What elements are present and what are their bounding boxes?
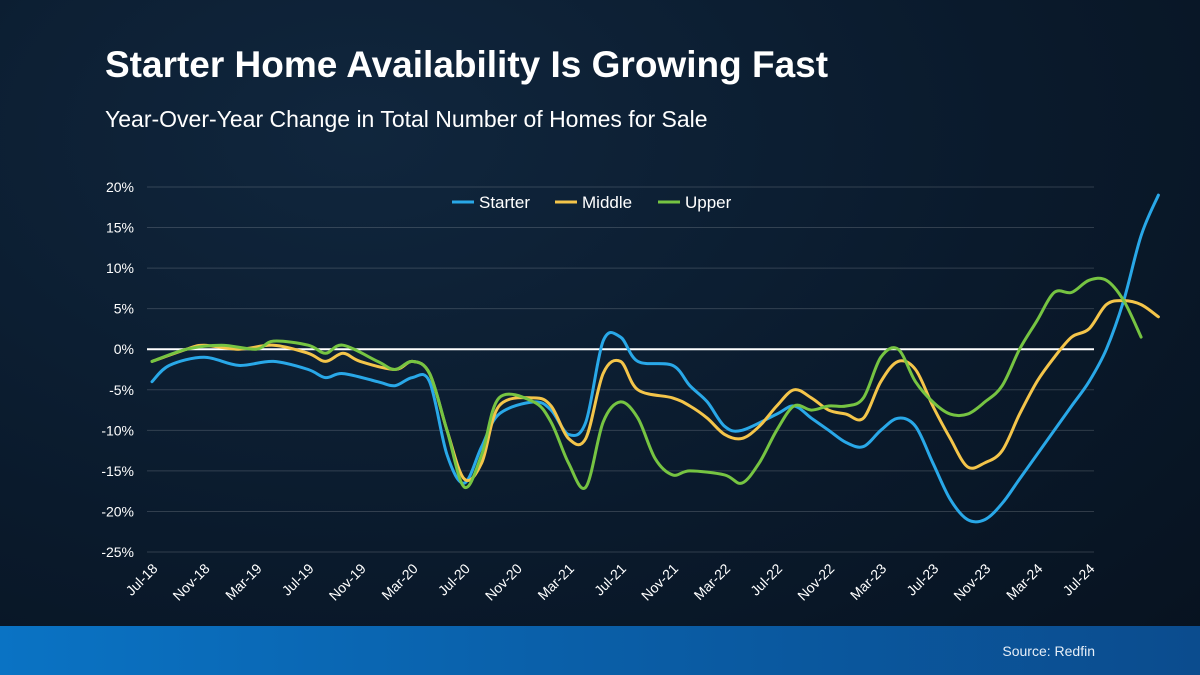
x-tick-label: Nov-23: [950, 560, 993, 603]
x-tick-label: Jul-20: [435, 560, 473, 598]
x-tick-label: Jul-18: [122, 560, 160, 598]
y-tick-label: 5%: [114, 301, 134, 317]
x-tick-label: Nov-18: [169, 560, 212, 603]
y-tick-label: -15%: [101, 463, 134, 479]
x-tick-label: Jul-21: [591, 560, 629, 598]
x-tick-label: Jul-22: [747, 560, 785, 598]
y-tick-label: -20%: [101, 503, 134, 519]
legend-label-starter: Starter: [479, 193, 530, 212]
x-tick-label: Mar-22: [691, 560, 734, 603]
y-tick-label: 10%: [106, 260, 134, 276]
x-tick-label: Mar-20: [378, 560, 421, 603]
x-tick-label: Mar-23: [847, 560, 890, 603]
x-tick-label: Mar-21: [534, 560, 577, 603]
x-tick-label: Mar-24: [1003, 560, 1046, 603]
y-tick-label: 15%: [106, 220, 134, 236]
x-tick-label: Mar-19: [222, 560, 265, 603]
line-chart: 20%15%10%5%0%-5%-10%-15%-20%-25%Jul-18 No…: [101, 179, 1160, 603]
chart-subtitle: Year-Over-Year Change in Total Number of…: [105, 106, 708, 132]
series-line-upper: [150, 276, 1143, 490]
y-tick-label: 0%: [114, 341, 134, 357]
x-tick-label: Nov-20: [482, 560, 525, 603]
y-tick-label: -25%: [101, 544, 134, 560]
x-tick-label: Jul-23: [903, 560, 941, 598]
legend-label-middle: Middle: [582, 193, 632, 212]
x-tick-label: Nov-22: [794, 560, 837, 603]
y-tick-label: 20%: [106, 179, 134, 195]
source-label: Source: Redfin: [1002, 643, 1095, 659]
y-tick-label: -10%: [101, 422, 134, 438]
footer-bar: Source: Redfin: [0, 626, 1200, 675]
x-tick-label: Jul-24: [1059, 560, 1097, 598]
x-tick-label: Nov-21: [638, 560, 681, 603]
chart-title: Starter Home Availability Is Growing Fas…: [105, 44, 829, 85]
y-tick-label: -5%: [109, 382, 134, 398]
series-line-middle: [150, 299, 1160, 482]
x-tick-label: Jul-19: [279, 560, 317, 598]
series-line-starter: [150, 193, 1160, 524]
x-tick-label: Nov-19: [326, 560, 369, 603]
legend-label-upper: Upper: [685, 193, 732, 212]
